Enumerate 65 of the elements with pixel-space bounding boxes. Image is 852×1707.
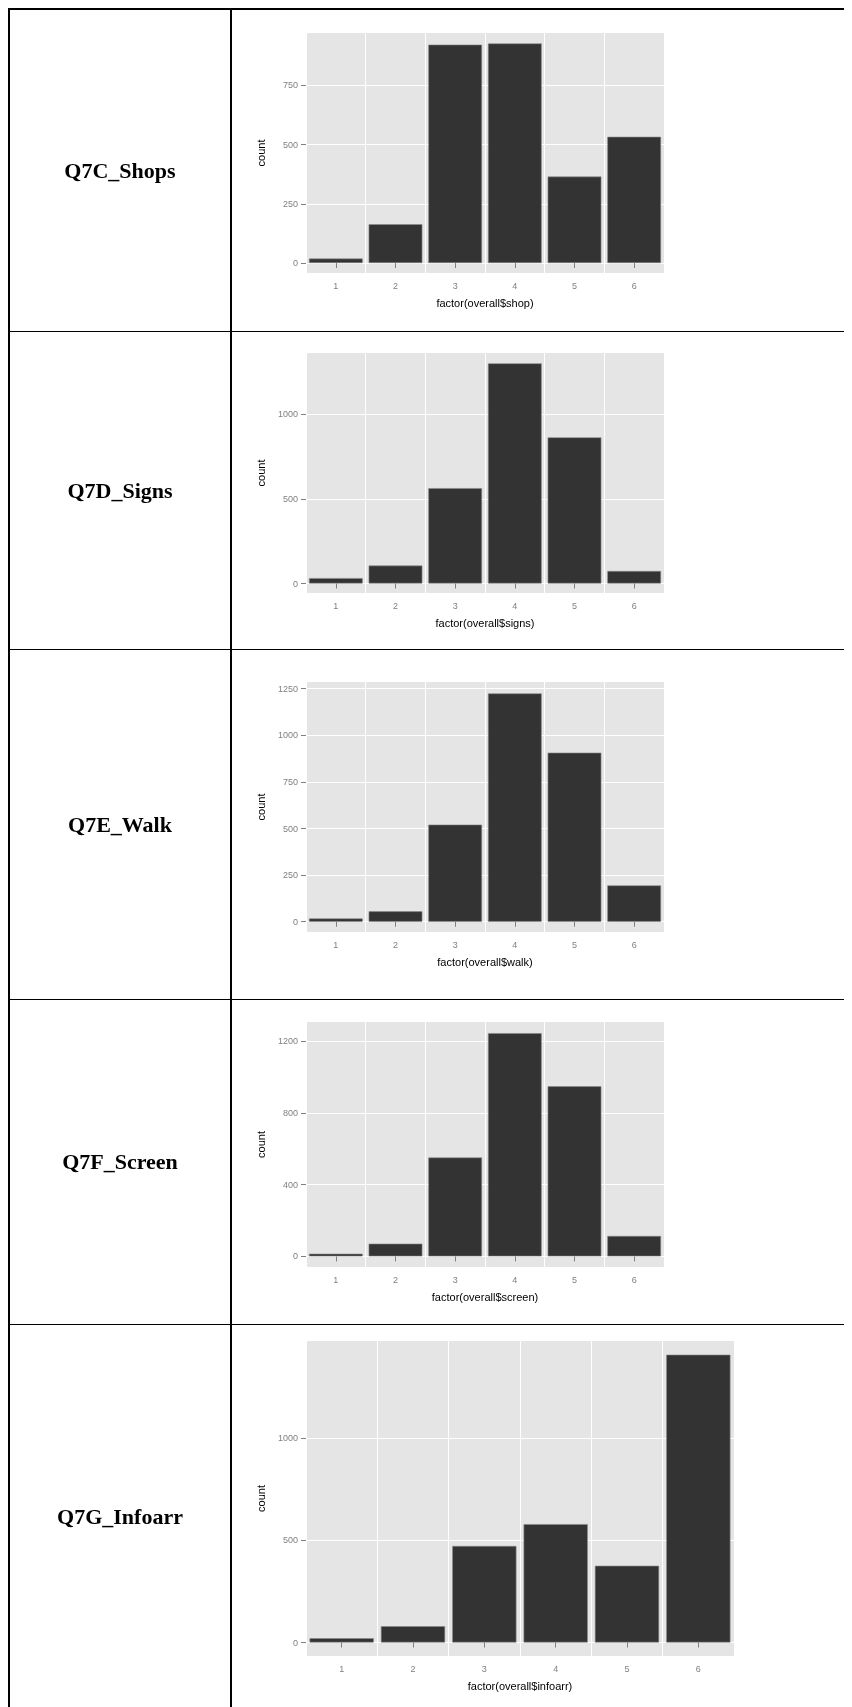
x-tick-label: 6	[631, 939, 637, 949]
x-tick-label: 4	[512, 1274, 518, 1284]
x-tick-label: 2	[410, 1663, 416, 1674]
y-tick-label: 1250	[277, 683, 298, 694]
x-tick-label: 2	[392, 1274, 399, 1284]
x-tick-label: 4	[512, 280, 518, 290]
x-tick-label: 2	[392, 939, 399, 949]
x-tick-label: 5	[571, 939, 578, 949]
y-tick-label: 1000	[277, 408, 298, 419]
text: Q7E_Walk	[68, 811, 172, 838]
y-tick-label: 500	[282, 139, 298, 150]
y-tick-label: 0	[292, 916, 298, 927]
y-tick-label: 800	[282, 1107, 298, 1118]
x-tick-label: 1	[333, 1274, 339, 1284]
x-tick-label: 3	[452, 280, 458, 290]
y-axis-title: count	[254, 1485, 267, 1512]
x-tick-label: 3	[452, 1274, 458, 1284]
x-axis-title: factor(overall$infoarr)	[467, 1679, 573, 1692]
x-tick-label: 6	[631, 280, 637, 290]
y-tick-label: 1000	[277, 1433, 298, 1444]
text: Q7F_Screen	[62, 1149, 178, 1175]
y-tick-label: 250	[282, 869, 298, 880]
y-tick-label: 250	[282, 198, 298, 209]
y-tick-label: 400	[282, 1179, 298, 1190]
x-axis-title: factor(overall$screen)	[431, 1290, 539, 1302]
y-tick-label: 0	[292, 578, 298, 589]
x-tick-label: 5	[571, 1274, 578, 1284]
y-tick-label: 1000	[277, 729, 298, 740]
x-tick-label: 1	[333, 280, 339, 290]
y-axis-title: count	[254, 139, 267, 166]
x-tick-label: 2	[392, 600, 399, 610]
y-tick-label: 0	[292, 1250, 298, 1261]
x-tick-label: 5	[571, 280, 578, 290]
x-tick-label: 6	[631, 1274, 637, 1284]
text: Q7G_Infoarr	[57, 1503, 183, 1530]
y-axis-title: count	[254, 459, 267, 486]
y-tick-label: 500	[282, 823, 298, 834]
x-axis-title: factor(overall$walk)	[437, 955, 533, 967]
text: Q7C_Shops	[64, 157, 176, 184]
x-axis-title: factor(overall$shop)	[436, 296, 534, 308]
y-tick-label: 500	[282, 1535, 298, 1546]
x-tick-label: 3	[452, 600, 458, 610]
x-tick-label: 5	[571, 600, 578, 610]
x-tick-label: 3	[452, 939, 458, 949]
y-tick-label: 0	[292, 257, 298, 268]
x-tick-label: 5	[624, 1663, 630, 1674]
y-tick-label: 750	[282, 776, 298, 787]
x-tick-label: 4	[512, 939, 518, 949]
x-tick-label: 2	[392, 280, 399, 290]
y-tick-label: 1200	[277, 1035, 298, 1046]
x-axis-title: factor(overall$signs)	[435, 616, 535, 628]
x-tick-label: 1	[333, 600, 339, 610]
x-tick-label: 6	[695, 1663, 701, 1674]
y-axis-title: count	[254, 793, 267, 820]
x-tick-label: 1	[333, 939, 339, 949]
y-axis-title: count	[254, 1130, 267, 1158]
x-tick-label: 4	[553, 1663, 559, 1674]
x-tick-label: 4	[512, 600, 518, 610]
x-tick-label: 1	[339, 1663, 345, 1674]
x-tick-label: 6	[631, 600, 637, 610]
y-tick-label: 500	[282, 493, 298, 504]
x-tick-label: 3	[481, 1663, 487, 1674]
text: Q7D_Signs	[67, 477, 173, 504]
y-tick-label: 0	[292, 1637, 298, 1648]
y-tick-label: 750	[282, 79, 298, 90]
